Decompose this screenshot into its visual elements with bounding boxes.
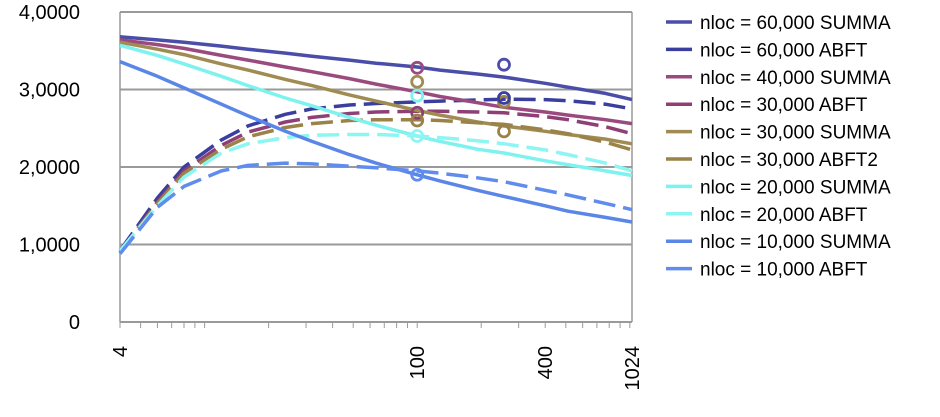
y-tick-label: 4,0000 <box>19 2 80 24</box>
series-line-2 <box>118 97 633 252</box>
legend-label: nloc = 10,000 ABFT <box>700 260 868 281</box>
data-point-marker <box>410 88 425 103</box>
y-tick-label: 0 <box>69 312 80 334</box>
legend-item: nloc = 20,000 SUMMA <box>666 177 891 198</box>
legend-label: nloc = 40,000 SUMMA <box>700 68 891 89</box>
legend-item: nloc = 60,000 ABFT <box>666 40 868 61</box>
legend-item: nloc = 10,000 ABFT <box>666 260 868 281</box>
data-point-marker <box>410 105 425 120</box>
legend-label: nloc = 30,000 ABFT <box>700 95 868 116</box>
axes <box>119 12 633 328</box>
series-line-1 <box>119 35 633 102</box>
data-point-marker <box>410 113 425 128</box>
legend-label: nloc = 20,000 ABFT <box>700 205 868 226</box>
x-tick-label: 4 <box>110 346 132 357</box>
x-tick-label: 1024 <box>622 346 644 391</box>
legend-item: nloc = 30,000 SUMMA <box>666 123 891 144</box>
legend-label: nloc = 20,000 SUMMA <box>700 177 891 198</box>
legend-item: nloc = 40,000 SUMMA <box>666 68 891 89</box>
data-point-marker <box>497 57 511 72</box>
legend-label: nloc = 30,000 ABFT2 <box>700 150 878 171</box>
legend-item: nloc = 20,000 ABFT <box>666 205 868 226</box>
x-tick-label: 100 <box>407 346 429 379</box>
x-axis-tick-labels: 4 100 400 1024 <box>110 346 644 391</box>
legend-label: nloc = 60,000 ABFT <box>700 40 868 61</box>
series-line-4 <box>118 109 633 254</box>
legend-label: nloc = 30,000 SUMMA <box>700 123 891 144</box>
series-line-10 <box>118 161 633 255</box>
legend-label: nloc = 10,000 SUMMA <box>700 232 891 253</box>
series-line-9 <box>119 59 633 224</box>
legend-item: nloc = 30,000 ABFT2 <box>666 150 878 171</box>
y-tick-label: 3,0000 <box>19 80 80 102</box>
data-point-marker <box>410 60 425 75</box>
data-point-marker <box>497 124 511 139</box>
y-axis-tick-labels: 0 1,0000 2,0000 3,0000 4,0000 <box>19 2 80 334</box>
data-point-marker <box>410 167 425 182</box>
data-point-marker <box>410 74 425 89</box>
data-point-marker <box>497 91 511 105</box>
y-tick-label: 1,0000 <box>19 235 80 257</box>
series-line-8 <box>118 132 633 252</box>
legend-item: nloc = 60,000 SUMMA <box>666 13 891 34</box>
legend-label: nloc = 60,000 SUMMA <box>700 13 891 34</box>
legend: nloc = 60,000 SUMMA nloc = 60,000 ABFT nlo… <box>666 13 891 281</box>
data-point-marker <box>410 129 425 143</box>
series-line-6 <box>118 117 633 254</box>
data-markers <box>410 57 511 182</box>
series-line-3 <box>119 38 633 126</box>
y-tick-label: 2,0000 <box>19 157 80 179</box>
series-lines <box>118 35 633 255</box>
series-line-7 <box>119 43 633 178</box>
legend-item: nloc = 10,000 SUMMA <box>666 232 891 253</box>
x-tick-label: 400 <box>535 346 557 379</box>
legend-item: nloc = 30,000 ABFT <box>666 95 868 116</box>
